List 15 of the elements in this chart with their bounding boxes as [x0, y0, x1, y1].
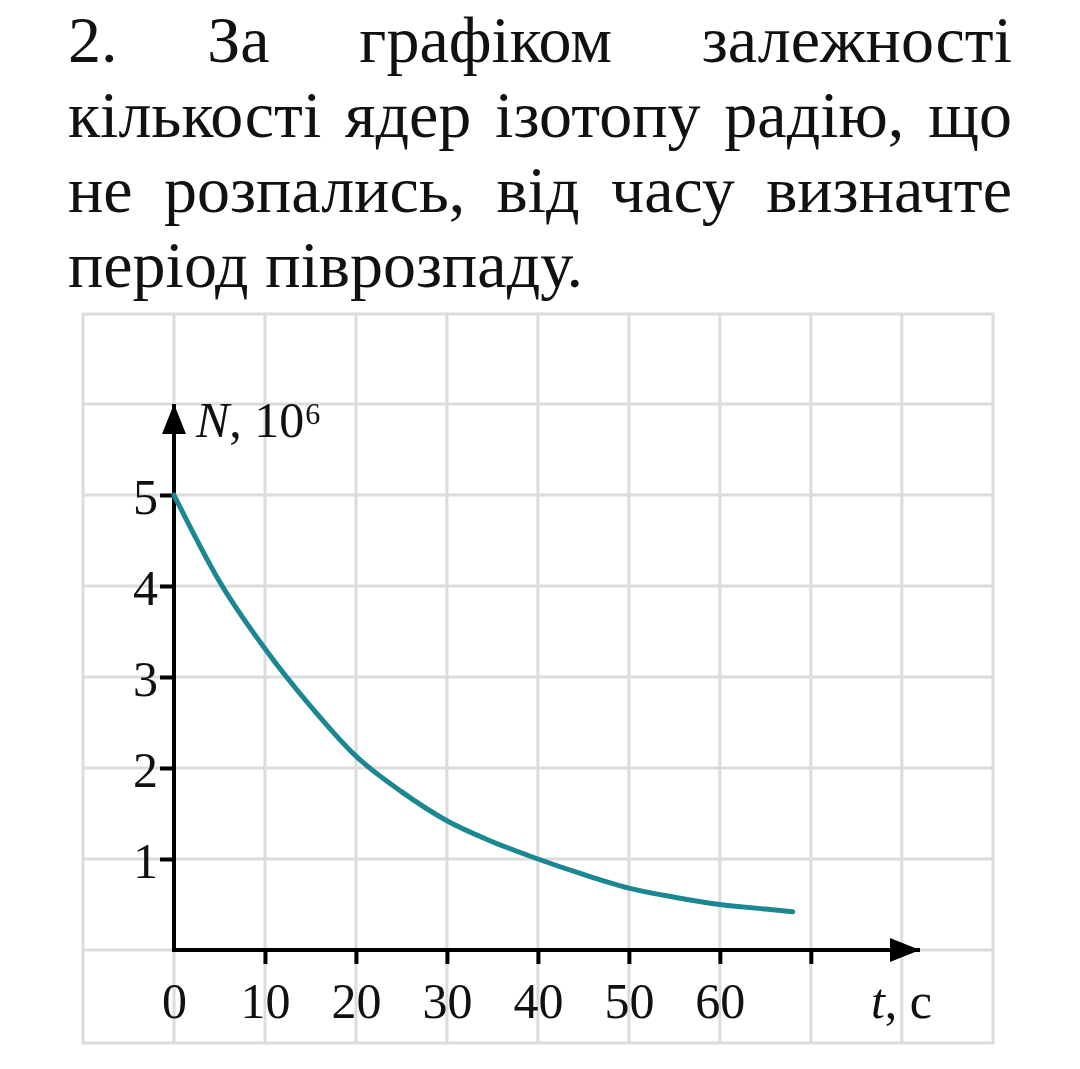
y-tick-label: 2: [133, 741, 158, 798]
y-tick-label: 4: [133, 559, 158, 616]
x-tick-label: 0: [162, 973, 187, 1029]
y-tick-label: 5: [133, 468, 158, 525]
chart-title: 2. За графіком залежності кількості ядер ізотопу радію, що не розпались, від часу визначте період піврозпаду.: [68, 2, 1012, 302]
x-tick-label: 60: [695, 973, 746, 1029]
y-tick-label: 3: [133, 650, 158, 707]
x-tick-label: 40: [513, 973, 564, 1029]
x-axis-title: t, c: [870, 973, 932, 1029]
y-tick-label: 1: [133, 832, 158, 889]
x-tick-label: 10: [240, 973, 291, 1029]
x-tick-label: 30: [422, 973, 473, 1029]
x-tick-label: 20: [331, 973, 382, 1029]
x-tick-label: 50: [604, 973, 655, 1029]
y-axis-title: N, 10⁶: [195, 392, 322, 448]
